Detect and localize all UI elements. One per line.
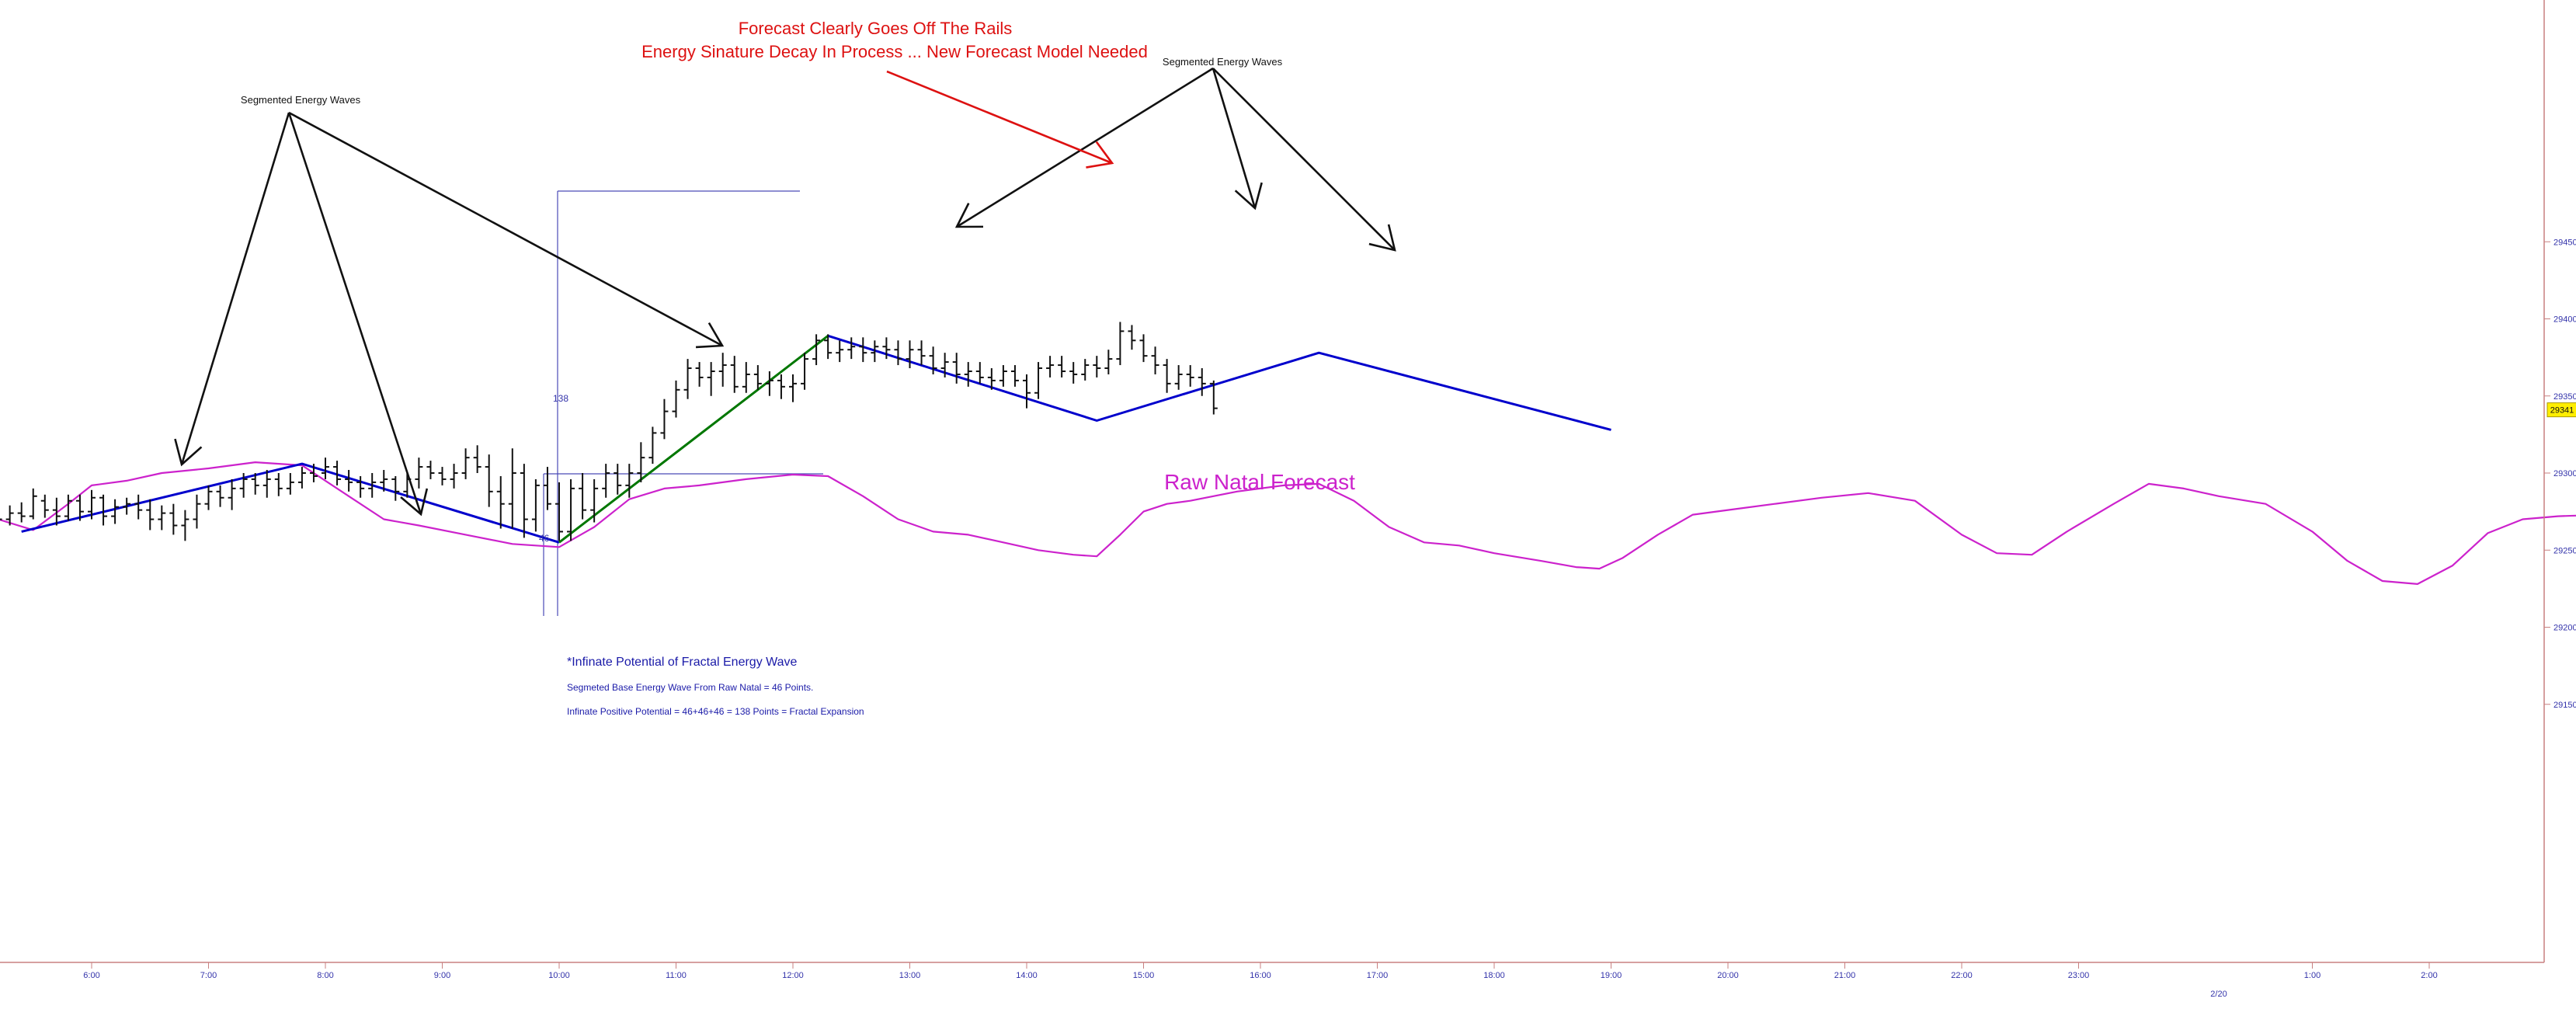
arrow-right-wave-2 (1212, 68, 1257, 209)
chart-title-line-2: Energy Sinature Decay In Process ... New… (641, 42, 1148, 61)
measure-label-138: 138 (553, 393, 568, 404)
x-tick-label: 23:00 (2068, 971, 2090, 980)
price-bars (0, 322, 1218, 541)
x-tick-label: 10:00 (548, 971, 570, 980)
x-tick-label: 20:00 (1717, 971, 1739, 980)
x-tick-label: 14:00 (1016, 971, 1038, 980)
y-tick-label: 29400 (2553, 315, 2576, 325)
note-line-1: Segmeted Base Energy Wave From Raw Natal… (567, 682, 813, 693)
x-tick-label: 2:00 (2421, 971, 2437, 980)
x-tick-label: 8:00 (317, 971, 333, 980)
fractal-measure-lines (543, 190, 823, 616)
last-price-label: 29341 (2550, 406, 2574, 416)
y-tick-label: 29350 (2553, 392, 2576, 402)
x-tick-label: 13:00 (899, 971, 921, 980)
arrow-left-wave-2 (287, 112, 422, 515)
arrow-off-rails-head (1086, 141, 1114, 169)
x-tick-label: 6:00 (83, 971, 99, 980)
x-tick-label: 18:00 (1483, 971, 1505, 980)
arrow-annotations (174, 67, 1396, 517)
arrow-right-wave-1 (956, 67, 1214, 228)
arrow-off-rails (886, 70, 1113, 165)
x-tick-label: 16:00 (1250, 971, 1271, 980)
measure-label-46: 46 (539, 533, 550, 544)
wave-label-left: Segmented Energy Waves (241, 94, 361, 106)
x-tick-label: 1:00 (2304, 971, 2320, 980)
arrow-left-wave-1-head (174, 438, 203, 467)
y-tick-label: 29150 (2553, 701, 2576, 710)
natal-forecast-line (0, 461, 2576, 586)
y-tick-label: 29450 (2553, 238, 2576, 247)
arrow-left-wave-2-head (400, 488, 429, 517)
energy-wave-line (827, 334, 1611, 431)
last-price-marker (2546, 402, 2576, 418)
date-marker-label: 2/20 (2210, 990, 2227, 999)
arrow-right-wave-2-head (1234, 182, 1263, 210)
series-layer (0, 334, 2576, 586)
y-tick-label: 29200 (2553, 624, 2576, 633)
x-tick-label: 15:00 (1133, 971, 1155, 980)
x-tick-label: 7:00 (200, 971, 217, 980)
arrow-left-wave-3 (288, 111, 723, 347)
arrow-right-wave-3-head (1368, 224, 1396, 252)
x-tick-label: 11:00 (666, 971, 687, 980)
note-heading: *Infinate Potential of Fractal Energy Wa… (567, 656, 798, 669)
arrow-left-wave-3-head (695, 322, 725, 349)
wave-label-right: Segmented Energy Waves (1163, 56, 1283, 68)
note-line-2: Infinate Positive Potential = 46+46+46 =… (567, 706, 864, 717)
energy-wave-line (558, 335, 829, 544)
y-tick-label: 29250 (2553, 546, 2576, 555)
natal-forecast-label: Raw Natal Forecast (1164, 470, 1355, 494)
x-tick-label: 22:00 (1951, 971, 1973, 980)
chart-title-line-1: Forecast Clearly Goes Off The Rails (739, 19, 1013, 38)
arrow-left-wave-1 (180, 112, 290, 465)
x-tick-label: 17:00 (1367, 971, 1389, 980)
x-tick-label: 9:00 (434, 971, 450, 980)
x-tick-label: 21:00 (1834, 971, 1856, 980)
x-tick-label: 19:00 (1601, 971, 1622, 980)
x-tick-label: 12:00 (782, 971, 804, 980)
arrow-right-wave-3 (1212, 68, 1396, 251)
arrow-right-wave-1-head (954, 203, 984, 228)
y-tick-label: 29300 (2553, 469, 2576, 478)
